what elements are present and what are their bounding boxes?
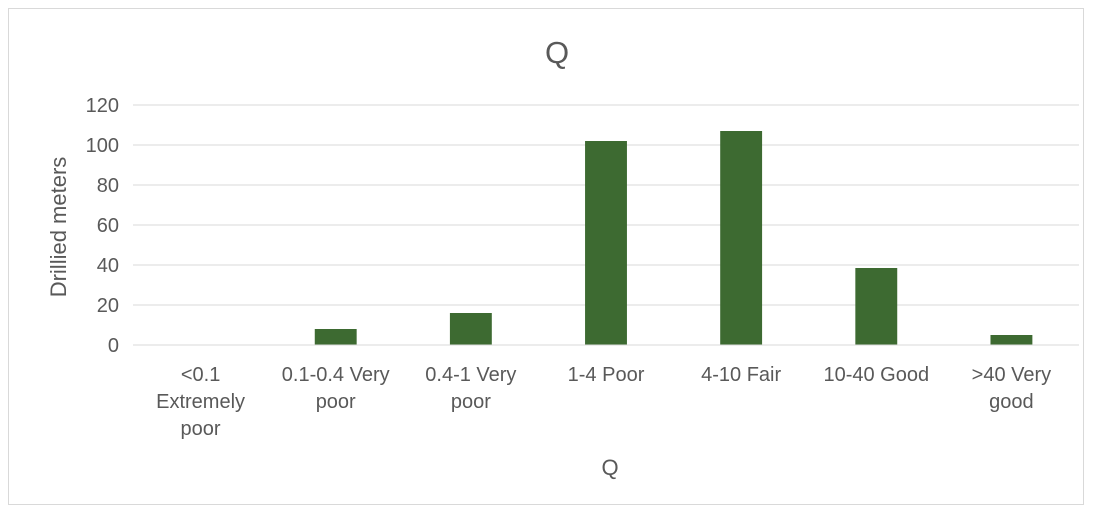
x-tick-label: 4-10 Fair bbox=[701, 364, 781, 386]
chart-title: Q bbox=[545, 35, 569, 70]
bar bbox=[990, 335, 1033, 345]
bar bbox=[449, 313, 492, 345]
x-tick-label: 0.4-1 Very poor bbox=[425, 364, 516, 413]
x-axis-title: Q bbox=[601, 455, 618, 480]
y-tick-label: 20 bbox=[97, 295, 119, 317]
x-tick-label: 10-40 Good bbox=[823, 364, 929, 386]
bar bbox=[314, 329, 357, 345]
y-tick-label: 0 bbox=[108, 335, 119, 357]
bars bbox=[314, 131, 1033, 345]
chart-container: Q 0 20 40 60 80 100 120 <0.1 Extremely poor 0.1-0… bbox=[8, 8, 1084, 505]
x-tick-label: 1-4 Poor bbox=[568, 364, 645, 386]
x-axis-ticks: <0.1 Extremely poor 0.1-0.4 Very poor 0.4-1 V… bbox=[156, 364, 1051, 440]
y-axis-ticks: 0 20 40 60 80 100 120 bbox=[86, 95, 119, 357]
y-tick-label: 80 bbox=[97, 175, 119, 197]
x-tick-label: <0.1 Extremely poor bbox=[156, 364, 245, 440]
bar-chart: Q 0 20 40 60 80 100 120 <0.1 Extremely poor 0.1-0… bbox=[46, 35, 1079, 480]
y-tick-label: 120 bbox=[86, 95, 119, 117]
x-tick-label: >40 Very good bbox=[972, 364, 1052, 413]
bar bbox=[855, 268, 898, 345]
y-tick-label: 100 bbox=[86, 135, 119, 157]
y-axis-title: Drillied meters bbox=[46, 157, 71, 298]
x-tick-label: 0.1-0.4 Very poor bbox=[282, 364, 390, 413]
y-tick-label: 60 bbox=[97, 215, 119, 237]
y-tick-label: 40 bbox=[97, 255, 119, 277]
bar bbox=[585, 141, 627, 345]
bar bbox=[720, 131, 763, 345]
